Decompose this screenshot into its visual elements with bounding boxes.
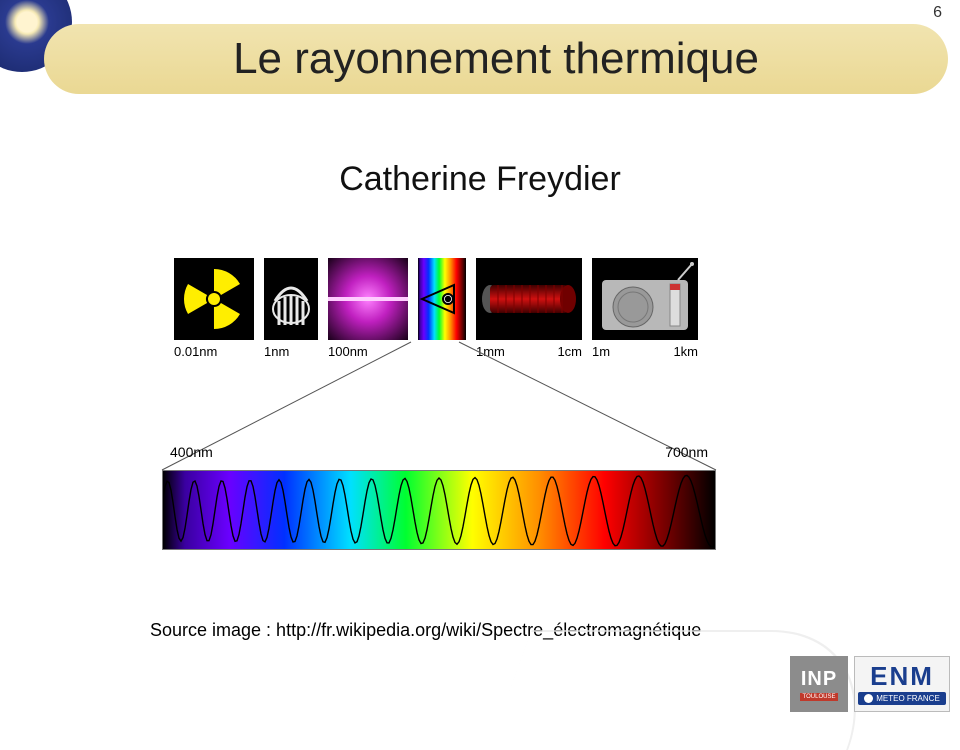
inp-logo-subtext: TOULOUSE <box>800 693 839 701</box>
spectrum-tile-visible <box>418 258 466 344</box>
wavelength-label: 1mm <box>476 344 505 359</box>
projection-lines <box>0 0 960 720</box>
slide-title: Le rayonnement thermique <box>233 34 759 84</box>
spectrum-tile-uv: 100nm <box>328 258 408 359</box>
visible-min-label: 400nm <box>170 444 213 460</box>
spectrum-tile-gamma: 0.01nm <box>174 258 254 359</box>
wavelength-label: 100nm <box>328 344 368 359</box>
wavelength-label: 1cm <box>557 344 582 359</box>
spectrum-tile-xray: 1nm <box>264 258 318 359</box>
footer-logos: INP TOULOUSE ENM METEO FRANCE <box>790 656 950 712</box>
spectrum-tile-ir: 1mm 1cm <box>476 258 582 359</box>
visible-max-label: 700nm <box>665 444 708 460</box>
wavelength-label: 1m <box>592 344 610 359</box>
enm-logo-text: ENM <box>870 663 934 689</box>
wavelength-label: 1km <box>673 344 698 359</box>
author-name: Catherine Freydier <box>0 160 960 199</box>
title-bar: Le rayonnement thermique <box>44 24 948 94</box>
inp-logo-text: INP <box>801 668 837 691</box>
wavelength-label: 0.01nm <box>174 344 217 359</box>
enm-logo-subtext: METEO FRANCE <box>858 692 946 705</box>
spectrum-tile-radio: 1m 1km <box>592 258 698 359</box>
visible-spectrum-detail: 400nm 700nm <box>162 470 716 550</box>
em-spectrum-row: 0.01nm 1nm 100nm <box>174 258 698 359</box>
wavelength-label: 1nm <box>264 344 289 359</box>
inp-logo: INP TOULOUSE <box>790 656 848 712</box>
enm-logo: ENM METEO FRANCE <box>854 656 950 712</box>
page-number: 6 <box>933 4 942 22</box>
